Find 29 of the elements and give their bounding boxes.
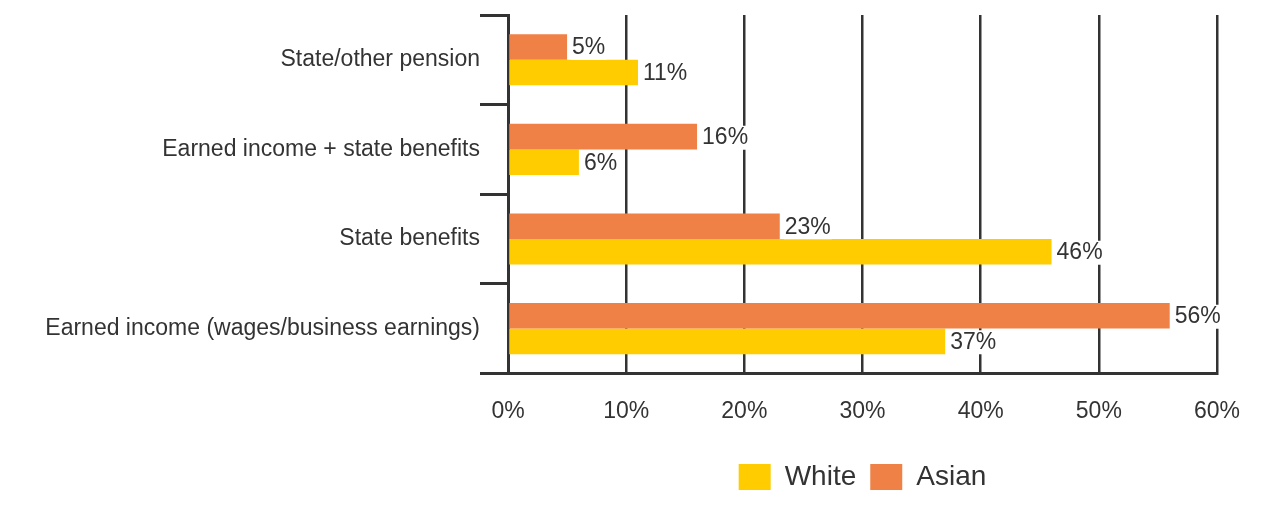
x-tick-label: 0% bbox=[491, 396, 525, 423]
bar bbox=[509, 239, 1052, 265]
y-tick-label: Earned income + state benefits bbox=[162, 134, 480, 161]
x-tick-label: 20% bbox=[721, 396, 768, 423]
y-tick-label: Earned income (wages/business earnings) bbox=[45, 313, 480, 340]
x-tick-label: 10% bbox=[603, 396, 650, 423]
x-tick-label: 30% bbox=[839, 396, 886, 423]
data-label: 46% bbox=[1056, 238, 1103, 265]
bar bbox=[509, 34, 568, 60]
legend-label: White bbox=[784, 459, 857, 491]
data-label: 11% bbox=[642, 58, 688, 85]
y-tick-label: State benefits bbox=[339, 224, 480, 251]
y-tick-label: State/other pension bbox=[280, 45, 480, 72]
bar bbox=[509, 303, 1170, 329]
bar bbox=[509, 149, 579, 175]
data-label: 6% bbox=[583, 148, 618, 175]
bar bbox=[509, 213, 780, 239]
bar bbox=[509, 59, 638, 86]
data-label: 37% bbox=[950, 327, 997, 354]
data-label: 16% bbox=[702, 122, 749, 149]
data-label: 56% bbox=[1174, 302, 1221, 329]
x-tick-label: 40% bbox=[957, 396, 1004, 423]
bar bbox=[509, 123, 698, 150]
data-label: 5% bbox=[572, 33, 606, 60]
x-tick-label: 50% bbox=[1075, 396, 1122, 423]
legend-label: Asian bbox=[916, 459, 987, 491]
bar bbox=[509, 328, 946, 355]
data-label: 23% bbox=[784, 212, 831, 239]
x-tick-label: 60% bbox=[1193, 396, 1241, 423]
